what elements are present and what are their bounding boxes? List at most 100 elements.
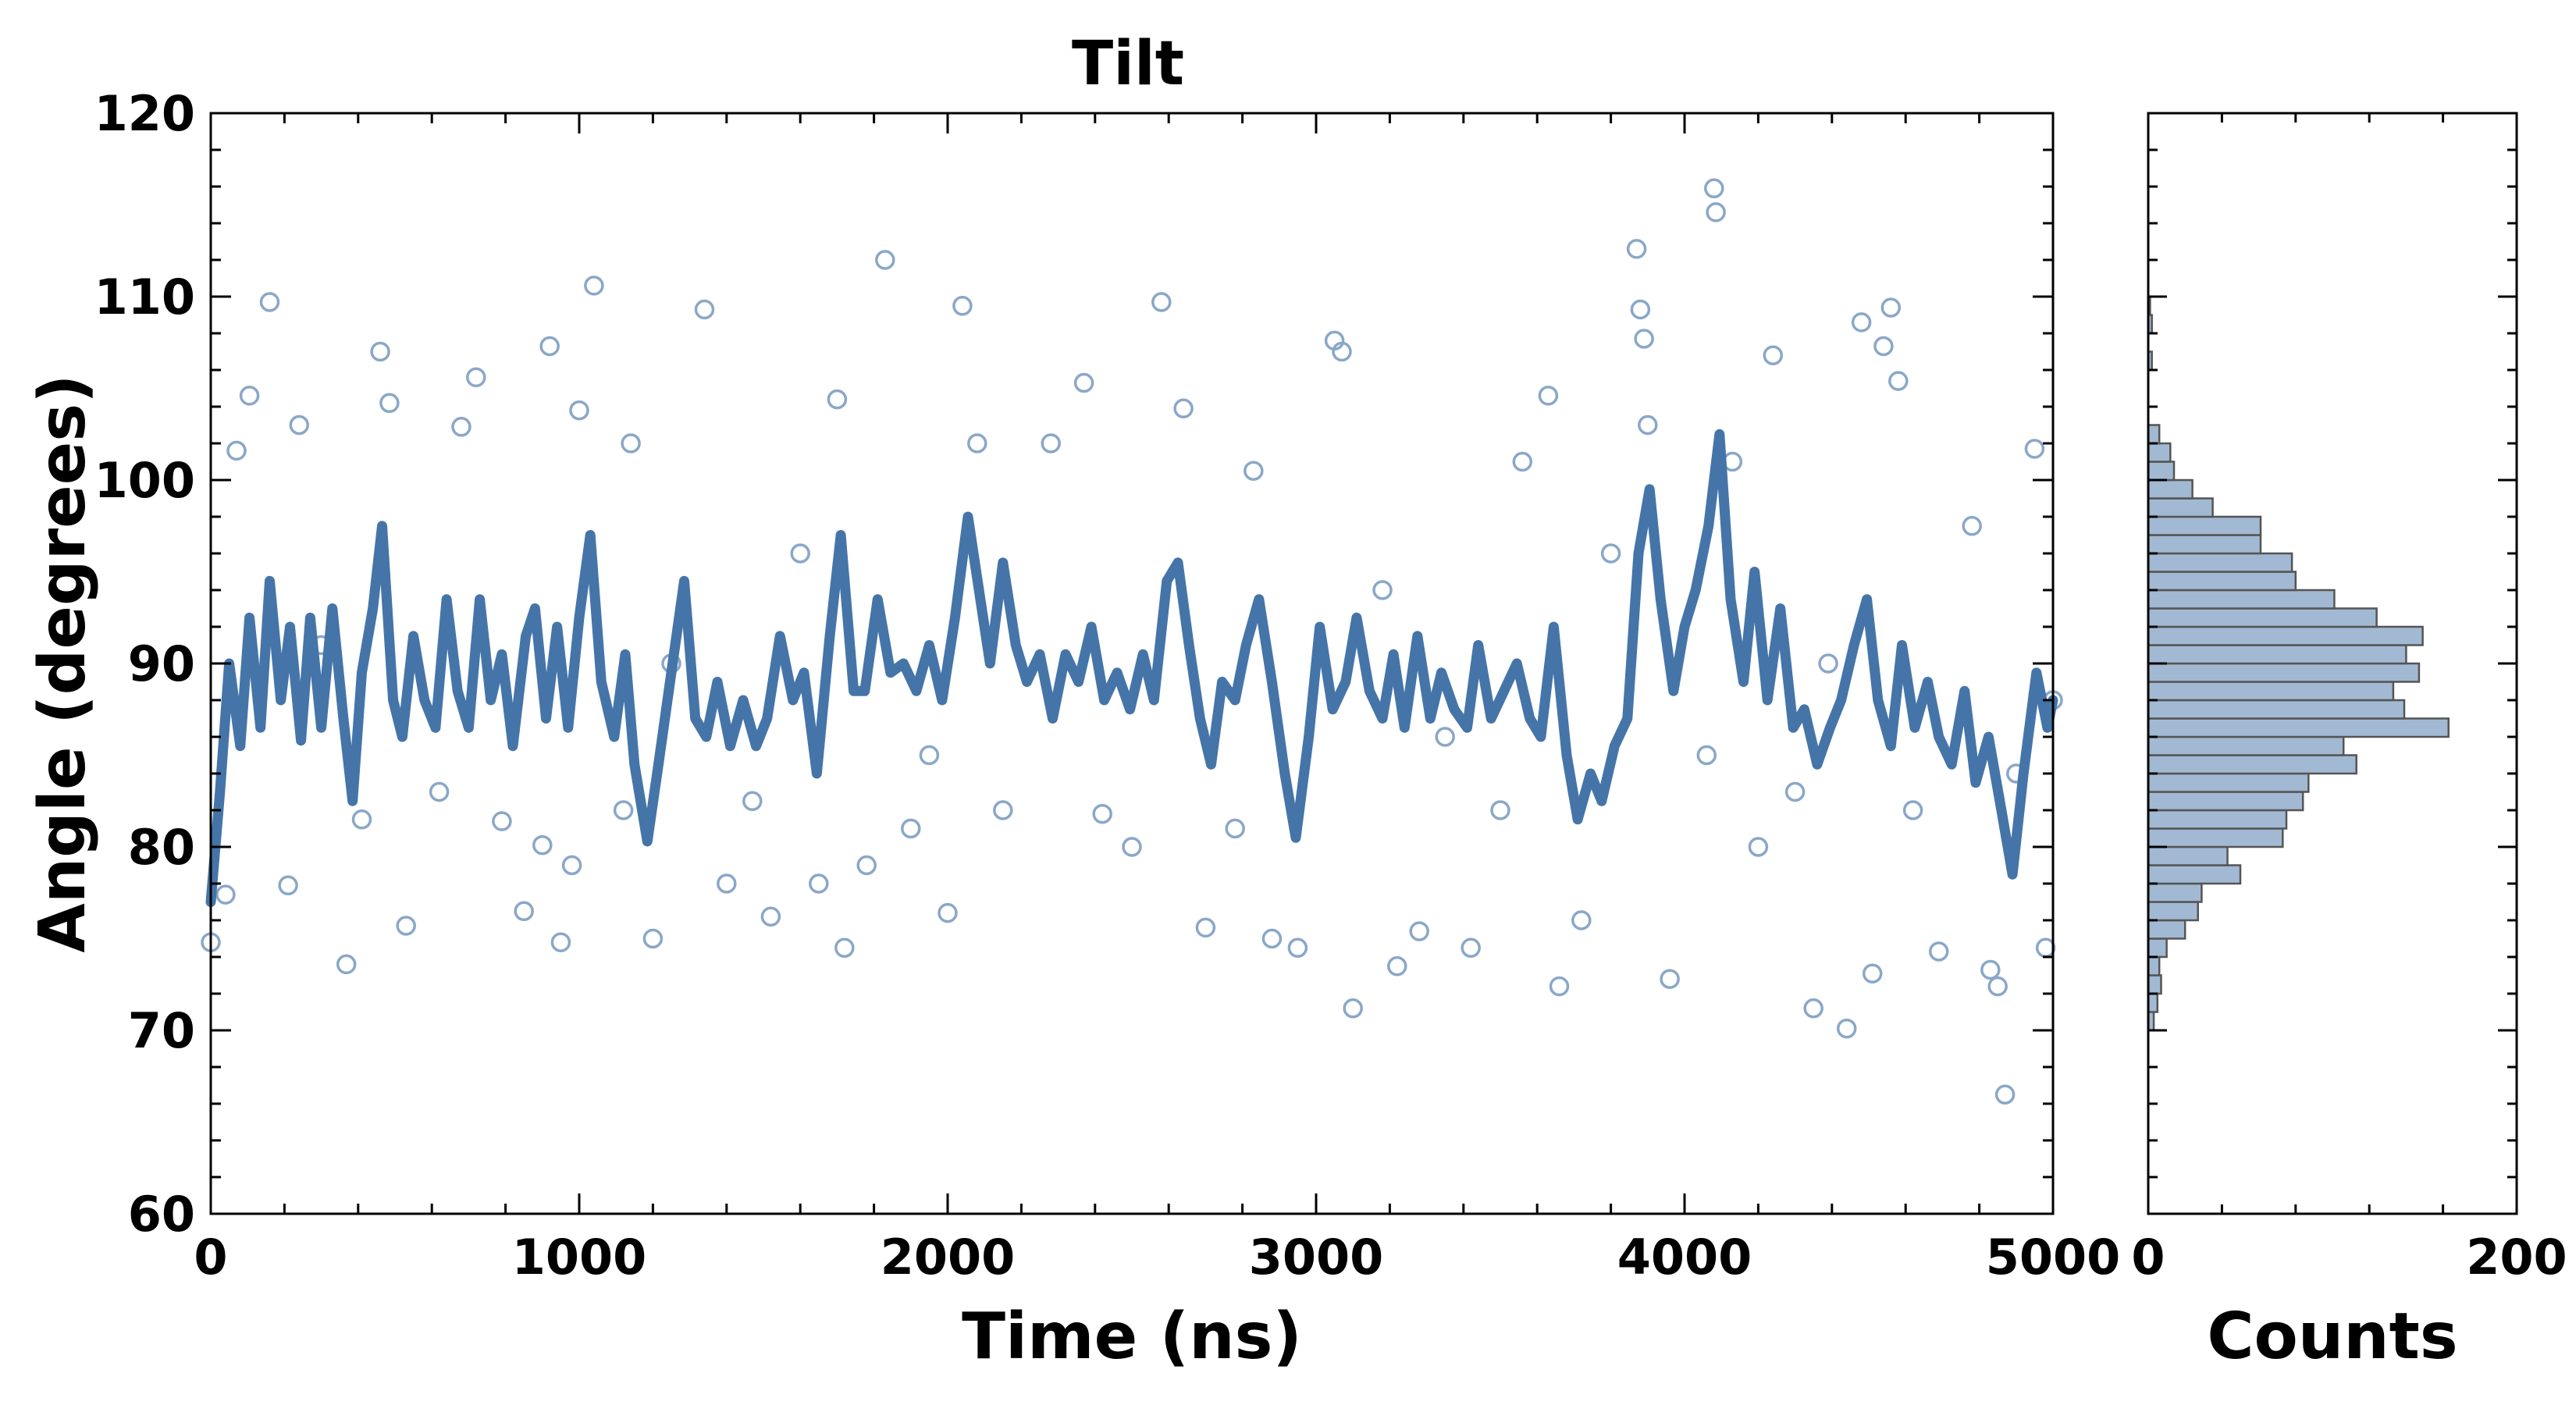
scatter-point — [1490, 800, 1510, 820]
scatter-point — [1818, 653, 1838, 674]
scatter-point — [742, 791, 763, 812]
scatter-point — [1409, 921, 1429, 941]
scatter-point — [1435, 727, 1455, 747]
scatter-point — [809, 873, 829, 894]
scatter-point — [1880, 297, 1902, 318]
scatter-point — [351, 809, 372, 830]
y-axis-label: Angle (degrees) — [26, 374, 100, 952]
scatter-point — [1928, 941, 1949, 962]
scatter-point — [451, 417, 471, 437]
histogram-bar — [2147, 681, 2395, 702]
scatter-point — [539, 336, 560, 357]
y-tick-label: 70 — [128, 1002, 195, 1059]
scatter-point — [1173, 398, 1194, 419]
scatter-point — [621, 433, 641, 454]
scatter-point — [1092, 803, 1112, 824]
scatter-point — [1696, 745, 1717, 766]
scatter-point — [834, 937, 855, 959]
y-tick-label: 100 — [94, 452, 195, 509]
scatter-point — [1151, 292, 1172, 312]
scatter-point — [613, 800, 634, 820]
histogram-bar — [2147, 955, 2161, 976]
histogram-bar — [2147, 442, 2172, 463]
histogram-bar — [2147, 534, 2262, 555]
histogram-x-tick-label: 200 — [2466, 1229, 2567, 1286]
histogram-bar — [2147, 754, 2357, 775]
scatter-point — [1287, 937, 1308, 959]
histogram-bar — [2147, 662, 2421, 683]
scatter-point — [967, 433, 987, 454]
scatter-point — [1387, 956, 1407, 976]
smoothed-angle-line — [205, 429, 2058, 907]
scatter-point — [1343, 998, 1363, 1019]
scatter-point — [1538, 386, 1559, 406]
scatter-point — [1851, 312, 1872, 333]
scatter-point — [259, 292, 280, 312]
scatter-point — [239, 386, 260, 406]
scatter-point — [642, 928, 664, 949]
x-tick-label: 2000 — [881, 1229, 1016, 1286]
scatter-point — [278, 875, 298, 896]
x-tick-label: 0 — [194, 1229, 227, 1286]
histogram-bar — [2147, 607, 2378, 628]
scatter-point — [1626, 239, 1647, 259]
histogram-bar — [2147, 515, 2262, 536]
scatter-point — [1461, 937, 1481, 959]
histogram-bar — [2147, 809, 2288, 830]
histogram-bar — [2147, 497, 2214, 518]
histogram-bar — [2147, 552, 2293, 573]
histogram-bar — [2147, 699, 2406, 720]
y-tick-label: 60 — [128, 1186, 195, 1243]
scatter-point — [1962, 516, 1982, 536]
scatter-point — [1994, 1084, 2016, 1105]
histogram-bar — [2147, 827, 2284, 848]
scatter-point — [514, 901, 534, 922]
scatter-point — [1660, 969, 1680, 989]
histogram-bar — [2147, 424, 2161, 445]
histogram-bar — [2147, 478, 2194, 500]
histogram-layer — [2147, 295, 2450, 1032]
histogram-bar — [2147, 461, 2176, 482]
scatter-point — [2035, 937, 2056, 959]
scatter-point — [561, 855, 582, 876]
scatter-point — [1706, 202, 1726, 222]
scatter-point — [532, 834, 553, 855]
scatter-point — [1763, 345, 1784, 365]
scatter-point — [336, 954, 357, 975]
scatter-point — [694, 299, 715, 320]
scatter-point — [1600, 543, 1621, 564]
chart-title: Tilt — [1072, 29, 1184, 99]
scatter-point — [1244, 461, 1264, 481]
scatter-point — [1836, 1018, 1857, 1039]
scatter-point — [1261, 928, 1283, 949]
scatter-point — [1512, 451, 1533, 472]
histogram-bar — [2147, 901, 2199, 922]
histogram-axis-tick-labels: 0 200 — [2131, 1229, 2567, 1286]
x-tick-label: 4000 — [1617, 1229, 1752, 1286]
scatter-point — [396, 916, 416, 936]
scatter-point — [1634, 329, 1654, 349]
scatter-point — [492, 811, 512, 831]
histogram-bar — [2147, 772, 2310, 793]
histogram-bar — [2147, 735, 2345, 756]
histogram-x-axis-label: Counts — [2207, 1300, 2457, 1374]
scatter-point — [1980, 959, 2001, 980]
scatter-point — [901, 818, 921, 839]
histogram-bar — [2147, 974, 2162, 995]
scatter-point — [584, 276, 604, 296]
scatter-point — [760, 906, 781, 927]
scatter-point — [1987, 976, 2008, 997]
scatter-layer — [201, 178, 2063, 1105]
x-tick-label: 5000 — [1986, 1229, 2121, 1286]
scatter-point — [1630, 299, 1651, 320]
scatter-point — [1332, 341, 1352, 362]
scatter-point — [875, 250, 895, 270]
histogram-bar — [2147, 937, 2168, 959]
scatter-point — [1902, 800, 1923, 820]
histogram-bar — [2147, 919, 2186, 940]
scatter-point — [1122, 837, 1142, 857]
histogram-bar — [2147, 625, 2424, 646]
scatter-point — [856, 855, 877, 876]
main-axis-tick-labels: 0 1000 2000 3000 4000 5000 60 70 80 90 100 110 120 — [94, 85, 2121, 1286]
scatter-point — [569, 400, 589, 421]
